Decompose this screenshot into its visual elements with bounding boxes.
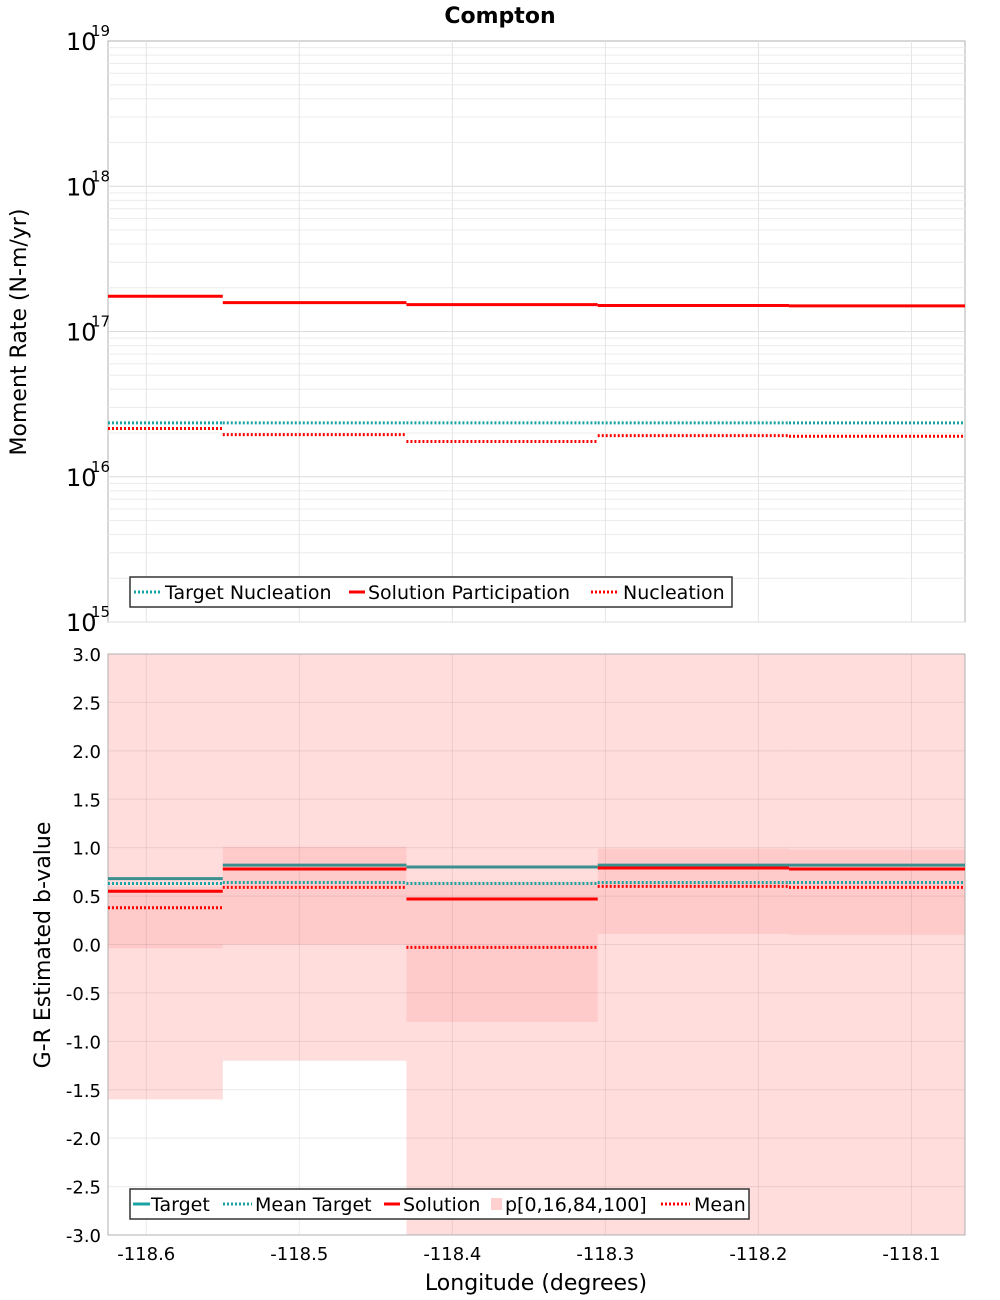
bottom-y-tick-label: 1.5 <box>72 790 101 811</box>
legend-label-target-nucleation: Target Nucleation <box>164 582 332 604</box>
bottom-y-tick-label: 2.5 <box>72 693 101 714</box>
x-axis-label: Longitude (degrees) <box>425 1271 647 1296</box>
top-y-tick-exp: 19 <box>91 22 110 40</box>
bottom-series <box>108 863 965 949</box>
x-tick-label: -118.5 <box>270 1244 328 1265</box>
band-outer <box>597 654 790 1235</box>
x-tick-label: -118.1 <box>882 1244 940 1265</box>
bottom-y-axis-label: G-R Estimated b-value <box>31 822 56 1069</box>
top-y-tick-base: 10 <box>66 319 97 347</box>
band-outer <box>406 654 598 1235</box>
band-outer <box>222 654 407 1061</box>
legend-label-nucleation: Nucleation <box>623 582 725 604</box>
top-y-tick-base: 10 <box>66 28 97 56</box>
top-y-tick-base: 10 <box>66 173 97 201</box>
top-y-tick-exp: 18 <box>91 167 110 185</box>
top-y-tick-base: 10 <box>66 609 97 637</box>
bottom-plot-area <box>108 654 965 1235</box>
band-outer <box>108 654 223 1100</box>
bottom-y-tick-label: 0.0 <box>72 936 101 957</box>
top-series <box>108 294 965 443</box>
bottom-y-tick-label: -3.0 <box>66 1226 101 1247</box>
x-tick-label: -118.2 <box>729 1244 787 1265</box>
legend-label-solution-participation: Solution Participation <box>368 582 570 604</box>
band-inner <box>406 881 598 1022</box>
top-y-tick-exp: 15 <box>91 603 110 621</box>
bottom-y-tick-label: -1.5 <box>66 1081 101 1102</box>
bottom-y-tick-label: 0.5 <box>72 887 101 908</box>
x-tick-label: -118.3 <box>576 1244 634 1265</box>
top-y-tick-exp: 17 <box>91 313 110 331</box>
bottom-plot-border <box>107 653 966 1236</box>
band-inner <box>222 846 407 945</box>
band-inner <box>789 849 965 935</box>
bottom-legend: Target Mean Target Solution p[0,16,84,10… <box>129 1188 750 1220</box>
legend-swatch-percentile-band <box>491 1198 502 1210</box>
bottom-y-tick-label: 1.0 <box>72 839 101 860</box>
bottom-legend-box <box>129 1188 750 1220</box>
top-y-axis-label: Moment Rate (N-m/yr) <box>7 209 32 456</box>
bottom-y-tick-label: -2.0 <box>66 1129 101 1150</box>
bottom-y-tick-label: -1.0 <box>66 1032 101 1053</box>
legend-label-percentile-band: p[0,16,84,100] <box>505 1194 647 1216</box>
bottom-y-ticks: 3.0 2.5 2.0 1.5 1.0 0.5 0.0 -0.5 -1.0 -1.5 -2.0 -2.… <box>66 645 101 1247</box>
top-y-tick-exp: 16 <box>91 458 110 476</box>
bottom-bands <box>108 654 965 1235</box>
bottom-y-tick-label: 3.0 <box>72 645 101 666</box>
bottom-plot: 3.0 2.5 2.0 1.5 1.0 0.5 0.0 -0.5 -1.0 -1.5 -2.0 -2.… <box>31 645 966 1296</box>
legend-label-solution: Solution <box>403 1194 480 1216</box>
bottom-y-tick-label: -0.5 <box>66 984 101 1005</box>
bottom-y-tick-label: 2.0 <box>72 742 101 763</box>
x-tick-label: -118.6 <box>117 1244 175 1265</box>
legend-label-target: Target <box>150 1194 210 1216</box>
chart-title: Compton <box>444 4 555 29</box>
band-inner <box>597 848 790 934</box>
bottom-y-tick-label: -2.5 <box>66 1178 101 1199</box>
band-inner <box>108 886 223 949</box>
top-grid <box>108 41 965 623</box>
bottom-x-ticks: -118.6 -118.5 -118.4 -118.3 -118.2 -118.1 <box>117 1244 940 1265</box>
top-legend: Target Nucleation Solution Participation… <box>129 576 733 608</box>
x-tick-label: -118.4 <box>423 1244 481 1265</box>
top-legend-box <box>129 576 733 608</box>
top-y-tick-base: 10 <box>66 464 97 492</box>
band-outer <box>789 654 965 1235</box>
legend-label-mean: Mean <box>694 1194 746 1216</box>
legend-label-mean-target: Mean Target <box>255 1194 372 1216</box>
